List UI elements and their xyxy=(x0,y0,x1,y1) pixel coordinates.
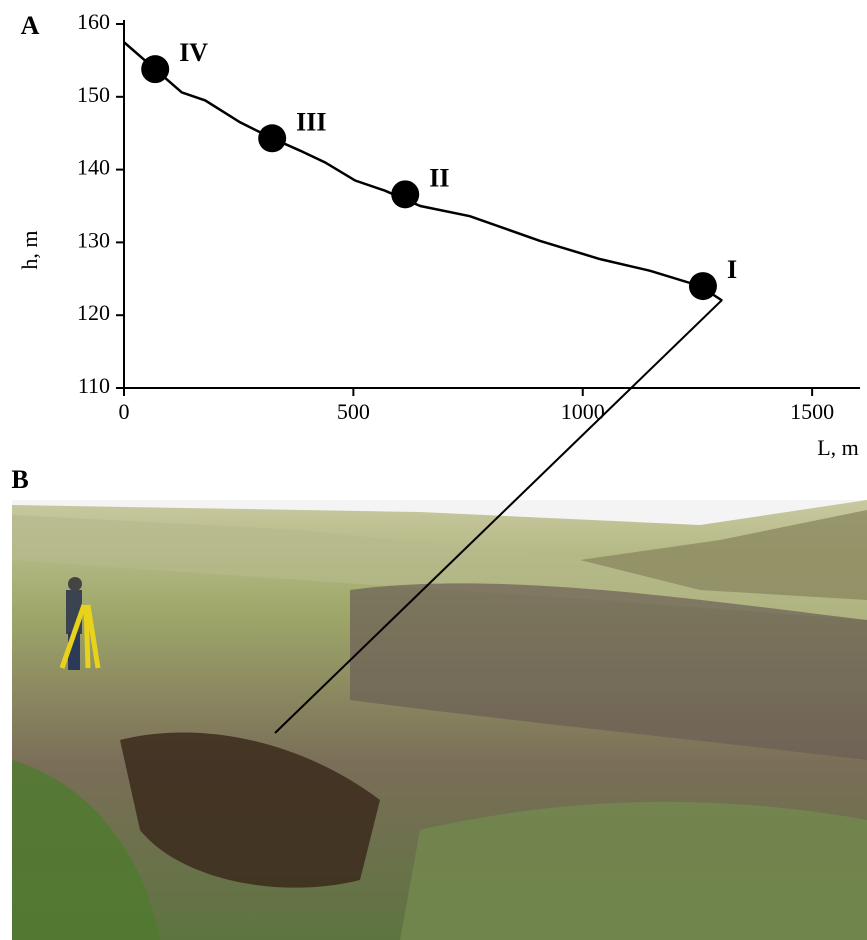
x-tick-label: 1000 xyxy=(561,399,605,424)
panel-label: A xyxy=(21,11,40,40)
y-tick-label: 130 xyxy=(77,227,110,252)
point-label: III xyxy=(296,107,326,136)
point-label: II xyxy=(429,163,449,192)
x-tick-label: 500 xyxy=(337,399,370,424)
point xyxy=(258,124,287,153)
point-label: IV xyxy=(179,38,208,67)
x-tick-label: 0 xyxy=(119,399,130,424)
y-axis-label: h, m xyxy=(17,230,42,269)
x-axis-label: L, m xyxy=(817,435,859,460)
x-tick-label: 1500 xyxy=(790,399,834,424)
panel-label: B xyxy=(11,465,28,494)
y-tick-label: 160 xyxy=(77,9,110,34)
y-tick-label: 110 xyxy=(78,373,110,398)
point xyxy=(391,180,420,209)
y-tick-label: 120 xyxy=(77,300,110,325)
point xyxy=(141,55,170,84)
y-tick-label: 140 xyxy=(77,155,110,180)
profile-line xyxy=(123,41,723,302)
point-label: I xyxy=(727,255,737,284)
point xyxy=(688,272,717,301)
y-tick-label: 150 xyxy=(77,82,110,107)
photo xyxy=(12,299,867,940)
